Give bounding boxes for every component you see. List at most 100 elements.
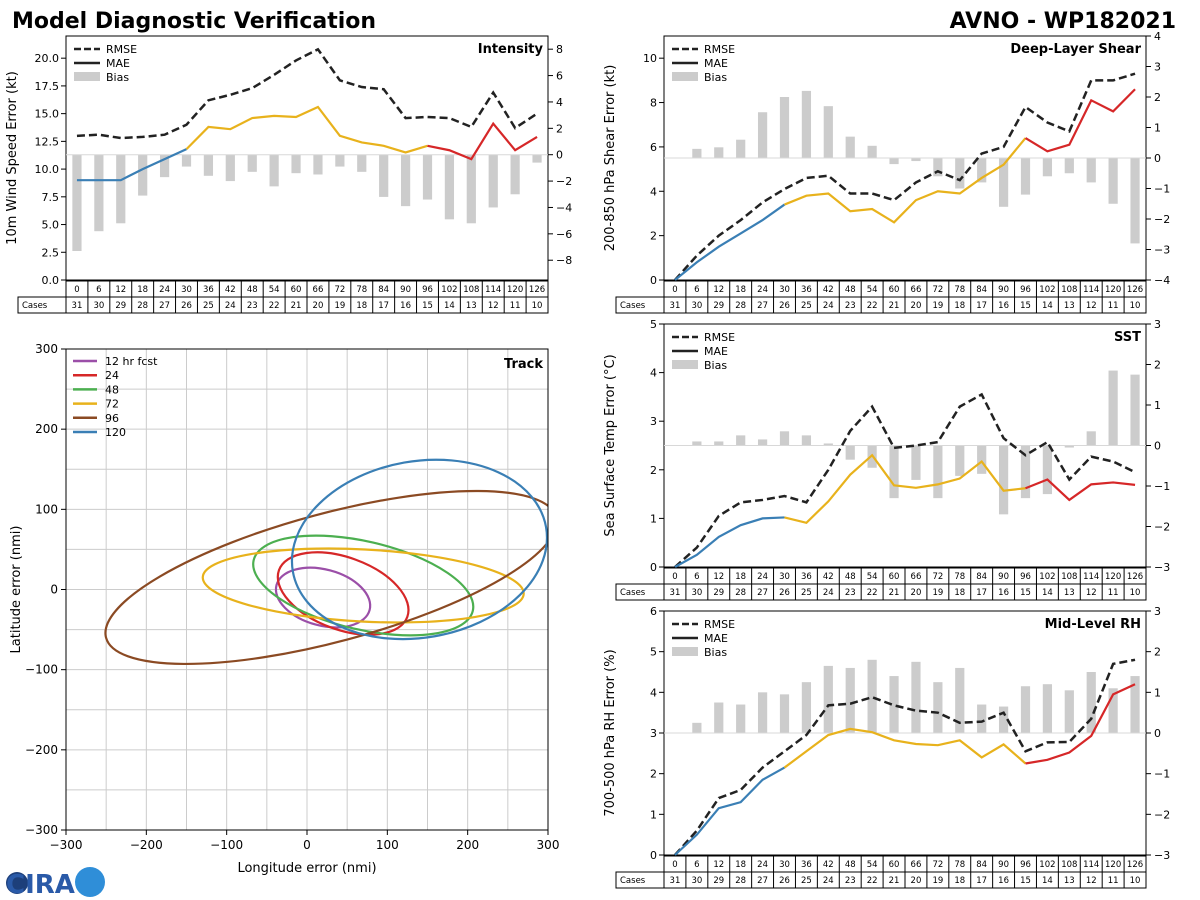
table-cases-cell: 27 xyxy=(757,876,768,886)
table-hour-cell: 108 xyxy=(463,285,479,295)
bias-bar xyxy=(736,139,746,158)
table-hour-cell: 12 xyxy=(115,285,126,295)
table-hour-cell: 60 xyxy=(889,572,900,582)
table-hour-cell: 60 xyxy=(889,860,900,870)
bias-bar xyxy=(1064,158,1074,174)
y-tick-label: 5.0 xyxy=(42,219,60,232)
bias-bar xyxy=(998,445,1009,515)
legend-rmse-label: RMSE xyxy=(106,43,137,56)
y-tick-label: 10.0 xyxy=(35,163,60,176)
logo-text: CIRA xyxy=(6,870,75,900)
legend-bias-label: Bias xyxy=(704,646,727,659)
bias-bar xyxy=(159,154,170,178)
table-cases-cell: 18 xyxy=(954,876,965,886)
table-cases-cell: 25 xyxy=(801,301,812,311)
table-cases-cell: 17 xyxy=(976,301,987,311)
table-hour-cell: 72 xyxy=(932,285,943,295)
table-cases-cell: 27 xyxy=(757,588,768,598)
table-hour-cell: 18 xyxy=(137,285,148,295)
error-ellipse xyxy=(104,489,548,666)
y-tick-label: 100 xyxy=(35,502,58,516)
table-hour-cell: 120 xyxy=(1105,285,1121,295)
table-hour-cell: 48 xyxy=(845,285,856,295)
table-hour-cell: 78 xyxy=(954,572,965,582)
table-cases-cell: 24 xyxy=(823,588,834,598)
bias-bar xyxy=(692,722,702,733)
table-cases-cell: 23 xyxy=(845,876,856,886)
table-hour-cell: 114 xyxy=(1083,860,1099,870)
y2-tick-label: 0 xyxy=(1154,440,1161,453)
mae-line xyxy=(1025,683,1136,765)
table-cases-cell: 29 xyxy=(713,588,724,598)
table-hour-cell: 96 xyxy=(1020,285,1031,295)
y2-tick-label: 2 xyxy=(1154,359,1161,372)
bias-bar xyxy=(757,112,768,158)
x-tick-label: 100 xyxy=(376,838,399,852)
x-tick-label: 300 xyxy=(537,838,560,852)
bias-bar xyxy=(977,704,987,733)
y-tick-label: 2.5 xyxy=(42,246,60,259)
chart-title: SST xyxy=(1114,330,1141,345)
table-cases-cell: 20 xyxy=(911,876,922,886)
y-axis-label: 10m Wind Speed Error (kt) xyxy=(5,71,20,245)
chart-title: Deep-Layer Shear xyxy=(1010,42,1141,57)
table-cases-cell: 31 xyxy=(670,588,681,598)
bias-bar xyxy=(692,148,702,158)
table-cases-cell: 21 xyxy=(889,876,900,886)
table-cases-cell: 12 xyxy=(1086,301,1097,311)
table-hour-cell: 12 xyxy=(713,285,724,295)
legend-mae-label: MAE xyxy=(704,345,728,358)
bias-bar xyxy=(532,154,542,163)
y2-tick-label: 0 xyxy=(556,149,563,162)
table-hour-cell: 126 xyxy=(1127,572,1143,582)
table-hour-cell: 114 xyxy=(1083,285,1099,295)
table-cases-cell: 17 xyxy=(976,876,987,886)
bias-bar xyxy=(72,154,82,251)
y2-tick-label: 8 xyxy=(556,43,563,56)
table-hour-cell: 48 xyxy=(845,572,856,582)
bias-bar xyxy=(845,445,855,460)
table-cases-cell: 20 xyxy=(313,301,324,311)
x-axis-label: Longitude error (nmi) xyxy=(237,861,376,876)
y-tick-label: 0 xyxy=(650,849,657,862)
table-hour-cell: 114 xyxy=(1083,572,1099,582)
table-cases-cell: 15 xyxy=(1020,301,1031,311)
table-hour-cell: 24 xyxy=(757,572,768,582)
table-cases-cell: 10 xyxy=(1130,588,1141,598)
table-hour-cell: 42 xyxy=(823,572,834,582)
table-hour-cell: 36 xyxy=(203,285,214,295)
legend-rmse-label: RMSE xyxy=(704,331,735,344)
y2-tick-label: 4 xyxy=(556,96,563,109)
y2-tick-label: −2 xyxy=(1154,213,1170,226)
bias-bar xyxy=(933,158,943,177)
legend-mae-label: MAE xyxy=(704,57,728,70)
table-hour-cell: 90 xyxy=(998,860,1009,870)
track-ellipses xyxy=(104,458,548,666)
legend-label: 72 xyxy=(105,398,119,411)
table-cases-cell: 29 xyxy=(115,301,126,311)
y2-tick-label: −2 xyxy=(556,175,572,188)
table-cases-cell: 11 xyxy=(510,301,521,311)
x-tick-label: 200 xyxy=(456,838,479,852)
mae-line xyxy=(783,727,1027,769)
table-hour-cell: 126 xyxy=(1127,285,1143,295)
table-cases-cell: 16 xyxy=(998,588,1009,598)
cira-logo: CIRA xyxy=(6,867,105,900)
y-tick-label: 6 xyxy=(650,141,657,154)
bias-bar xyxy=(1086,158,1096,183)
bias-bar xyxy=(1064,690,1074,733)
table-cases-cell: 25 xyxy=(203,301,214,311)
figure-title: Model Diagnostic Verification xyxy=(12,9,376,34)
y-tick-label: −200 xyxy=(25,743,58,757)
table-hour-cell: 54 xyxy=(867,572,878,582)
table-hour-cell: 90 xyxy=(400,285,411,295)
table-cases-cell: 15 xyxy=(1020,876,1031,886)
bias-bar xyxy=(1020,158,1031,195)
legend-bias-label: Bias xyxy=(704,359,727,372)
y2-tick-label: −2 xyxy=(1154,521,1170,534)
table-hour-cell: 36 xyxy=(801,860,812,870)
bias-bar xyxy=(779,97,790,158)
